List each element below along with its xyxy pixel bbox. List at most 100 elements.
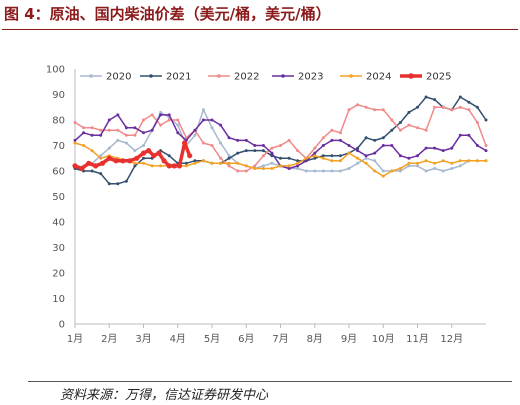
data-point bbox=[140, 150, 147, 156]
legend-item-2020: 2020 bbox=[80, 72, 131, 83]
y-tick-label: 80 bbox=[52, 116, 65, 127]
data-point bbox=[398, 154, 402, 158]
y-tick-label: 50 bbox=[52, 192, 65, 203]
data-point bbox=[127, 158, 133, 164]
data-point bbox=[450, 161, 454, 165]
data-point bbox=[99, 172, 103, 176]
data-point bbox=[99, 160, 105, 166]
data-point bbox=[424, 159, 428, 163]
data-point bbox=[338, 159, 342, 163]
x-tick-label: 8月 bbox=[307, 333, 323, 345]
legend-swatch-marker bbox=[408, 73, 414, 79]
data-point bbox=[450, 108, 454, 112]
data-point bbox=[407, 156, 411, 160]
legend-swatch-marker bbox=[217, 74, 221, 78]
data-point bbox=[279, 144, 282, 147]
data-point bbox=[467, 159, 471, 163]
data-point bbox=[296, 167, 300, 170]
data-point bbox=[338, 131, 342, 135]
data-point bbox=[176, 163, 183, 169]
data-point bbox=[356, 156, 360, 160]
x-tick-label: 5月 bbox=[204, 333, 220, 345]
data-point bbox=[398, 167, 402, 170]
data-point bbox=[330, 128, 334, 132]
data-point bbox=[93, 163, 99, 169]
data-point bbox=[150, 164, 154, 168]
data-point bbox=[253, 144, 257, 147]
y-tick-label: 40 bbox=[52, 218, 65, 229]
legend-swatch-marker bbox=[149, 74, 153, 78]
data-point bbox=[373, 169, 377, 173]
data-point bbox=[99, 154, 103, 158]
data-point bbox=[219, 156, 223, 160]
data-point bbox=[176, 123, 180, 127]
data-point bbox=[338, 169, 342, 173]
data-point bbox=[113, 158, 119, 164]
data-point bbox=[321, 169, 325, 173]
data-point bbox=[321, 154, 325, 158]
data-point bbox=[142, 144, 145, 147]
figure-title: 图 4：原油、国内柴油价差（美元/桶，美元/桶） bbox=[4, 5, 331, 23]
data-point bbox=[219, 123, 223, 127]
x-tick-label: 7月 bbox=[272, 333, 288, 345]
data-point bbox=[270, 151, 274, 155]
data-point bbox=[484, 149, 488, 153]
y-tick-label: 30 bbox=[52, 243, 65, 254]
data-point bbox=[373, 108, 377, 112]
data-point bbox=[424, 146, 428, 150]
data-point bbox=[424, 169, 428, 173]
data-point bbox=[458, 164, 462, 168]
data-point bbox=[79, 165, 85, 172]
data-point bbox=[236, 151, 240, 155]
data-point bbox=[287, 164, 291, 168]
x-tick-label: 9月 bbox=[341, 333, 357, 345]
data-point bbox=[458, 105, 462, 109]
data-point bbox=[475, 105, 479, 109]
legend-swatch-marker bbox=[349, 74, 353, 78]
data-point bbox=[124, 126, 128, 130]
data-point bbox=[73, 138, 77, 142]
data-point bbox=[244, 164, 248, 168]
data-point bbox=[99, 133, 103, 137]
data-point bbox=[450, 167, 454, 170]
data-point bbox=[270, 167, 274, 170]
data-point bbox=[86, 160, 92, 166]
data-point bbox=[441, 169, 445, 173]
data-point bbox=[279, 164, 282, 168]
data-point bbox=[279, 156, 282, 160]
data-point bbox=[244, 169, 248, 173]
data-point bbox=[107, 146, 111, 150]
data-point bbox=[116, 138, 120, 142]
data-point bbox=[82, 131, 86, 135]
data-point bbox=[441, 105, 445, 109]
data-point bbox=[313, 146, 317, 150]
data-point bbox=[416, 105, 419, 109]
data-point bbox=[416, 126, 419, 130]
x-tick-label: 4月 bbox=[170, 333, 186, 345]
data-point bbox=[390, 118, 394, 122]
data-point bbox=[159, 113, 163, 117]
data-point bbox=[167, 113, 171, 117]
data-point bbox=[433, 146, 437, 150]
data-point bbox=[134, 155, 140, 161]
data-point bbox=[227, 156, 231, 160]
data-point bbox=[424, 128, 428, 132]
data-point bbox=[321, 144, 325, 147]
data-point bbox=[90, 133, 94, 137]
data-point bbox=[261, 164, 265, 168]
data-point bbox=[253, 164, 257, 168]
legend-item-2025: 2025 bbox=[400, 72, 451, 83]
data-point bbox=[193, 161, 197, 165]
data-point bbox=[146, 148, 152, 154]
data-point bbox=[82, 126, 86, 130]
data-point bbox=[182, 140, 188, 146]
x-tick-label: 2月 bbox=[101, 333, 117, 345]
data-point bbox=[321, 156, 325, 160]
data-point bbox=[176, 131, 180, 135]
data-point bbox=[407, 123, 411, 127]
data-point bbox=[151, 153, 157, 159]
data-point bbox=[219, 141, 223, 145]
data-point bbox=[424, 95, 428, 99]
data-point bbox=[270, 146, 274, 150]
data-point bbox=[304, 169, 308, 173]
